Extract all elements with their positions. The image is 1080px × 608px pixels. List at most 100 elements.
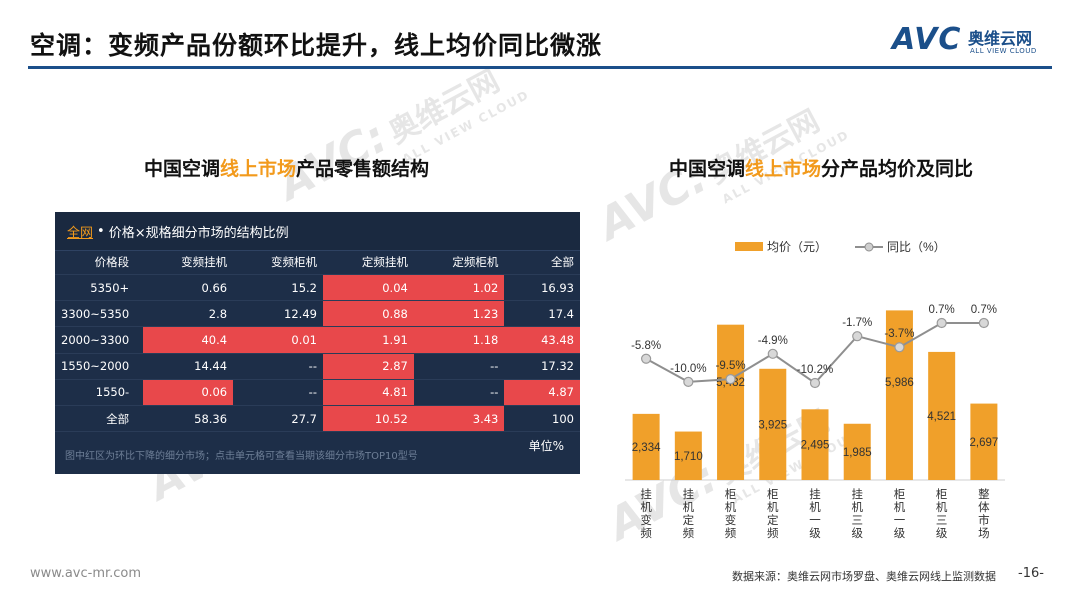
x-tick-label: 机 xyxy=(640,500,652,514)
table-cell[interactable]: -- xyxy=(233,379,323,406)
bar xyxy=(801,409,829,480)
table-unit: 单位% xyxy=(528,439,564,453)
bar-data-label: 2,334 xyxy=(632,442,661,454)
x-tick-label: 机 xyxy=(683,500,695,514)
bar-data-label: 1,710 xyxy=(674,451,703,463)
table-cell[interactable]: 2.87 xyxy=(322,353,414,380)
x-tick-label: 机 xyxy=(936,500,948,514)
table-cell[interactable]: 14.44 xyxy=(143,353,234,380)
row-label: 5350+ xyxy=(55,274,144,302)
table-cell[interactable]: 1.18 xyxy=(413,326,505,354)
table-cell[interactable]: 27.7 xyxy=(233,405,323,433)
table-cell[interactable]: 0.04 xyxy=(322,274,414,302)
table-cell[interactable]: 3.43 xyxy=(413,405,505,433)
table-cell[interactable]: 0.88 xyxy=(322,300,414,328)
yoy-data-label: -9.5% xyxy=(716,360,746,372)
x-tick-label: 整 xyxy=(978,487,990,501)
table-cell[interactable]: 17.32 xyxy=(504,353,580,380)
bar-data-label: 2,697 xyxy=(969,437,998,449)
table-row: 1550- 0.06 -- 4.81 -- 4.87 xyxy=(55,379,580,406)
table-cell[interactable]: 1.23 xyxy=(413,300,505,328)
x-tick-label: 挂 xyxy=(809,487,821,501)
table-cell[interactable]: 0.01 xyxy=(233,326,323,354)
logo-cn: 奥维云网 xyxy=(968,29,1033,48)
yoy-data-label: -10.2% xyxy=(797,364,833,376)
column-header: 变频挂机 xyxy=(143,250,234,275)
bar-data-label: 4,521 xyxy=(927,411,956,423)
bar-data-label: 5,986 xyxy=(885,377,914,389)
row-label: 2000~3300 xyxy=(55,326,144,354)
table-cell[interactable]: -- xyxy=(413,379,505,406)
table-cell[interactable]: 43.48 xyxy=(504,326,580,354)
table-cell[interactable]: 1.02 xyxy=(413,274,505,302)
legend-label-bar: 均价（元） xyxy=(767,240,827,254)
x-tick-label: 频 xyxy=(767,526,779,540)
scope-link[interactable]: 全网 xyxy=(67,225,94,241)
table-cell[interactable]: 17.4 xyxy=(504,300,580,328)
x-tick-label: 柜 xyxy=(767,487,779,501)
table-row: 2000~3300 40.4 0.01 1.91 1.18 43.48 xyxy=(55,326,580,354)
x-tick-label: 三 xyxy=(936,513,948,527)
bar xyxy=(928,351,956,480)
bar xyxy=(759,368,787,480)
table-cell[interactable]: 2.8 xyxy=(143,300,234,328)
column-header: 全部 xyxy=(504,250,580,275)
scope-description: 价格×规格细分市场的结构比例 xyxy=(108,225,289,241)
yoy-data-label: -10.0% xyxy=(670,363,706,375)
left-panel-title: 中国空调线上市场产品零售额结构 xyxy=(144,158,430,180)
x-tick-label: 一 xyxy=(809,513,821,527)
x-tick-label: 级 xyxy=(809,526,821,540)
table-cell[interactable]: 40.4 xyxy=(143,326,234,354)
yoy-data-label: 0.7% xyxy=(929,304,955,316)
x-tick-label: 市 xyxy=(978,513,990,527)
bar xyxy=(970,403,998,480)
x-tick-label: 定 xyxy=(767,513,779,527)
row-label: 1550~2000 xyxy=(55,353,144,380)
yoy-point xyxy=(936,317,947,329)
table-cell[interactable]: 16.93 xyxy=(504,274,580,302)
yoy-point xyxy=(683,376,694,387)
table-cell[interactable]: 100 xyxy=(504,405,580,433)
yoy-data-label: -5.8% xyxy=(631,340,661,352)
table-cell[interactable]: 0.06 xyxy=(143,379,234,406)
logo-mark: AVC xyxy=(892,22,962,57)
yoy-point xyxy=(894,342,905,353)
column-header: 定频柜机 xyxy=(413,250,505,275)
x-tick-label: 机 xyxy=(767,500,779,514)
x-tick-label: 频 xyxy=(683,526,695,540)
table-header-row: 价格段 变频挂机 变频柜机 定频挂机 定频柜机 全部 xyxy=(55,250,580,275)
table-cell[interactable]: -- xyxy=(413,353,505,380)
yoy-point xyxy=(767,348,778,359)
table-cell[interactable]: 1.91 xyxy=(322,326,414,354)
yoy-point xyxy=(725,374,736,385)
page-title: 空调：变频产品份额环比提升，线上均价同比微涨 xyxy=(30,31,603,60)
x-tick-label: 机 xyxy=(725,500,737,514)
row-label: 1550- xyxy=(55,379,144,406)
x-tick-label: 变 xyxy=(640,513,652,527)
x-tick-label: 柜 xyxy=(894,487,906,501)
structure-grid: 价格段 变频挂机 变频柜机 定频挂机 定频柜机 全部 5350+ 0.66 15.2 0.04 1… xyxy=(55,250,580,433)
market-structure-table: 全网 • 价格×规格细分市场的结构比例 价格段 变频挂机 变频柜机 定频挂机 定频柜机全… xyxy=(55,212,580,474)
table-cell[interactable]: 12.49 xyxy=(233,300,323,328)
logo-en: ALL VIEW CLOUD xyxy=(970,47,1037,55)
scope-separator: • xyxy=(97,223,105,239)
table-cell[interactable]: 15.2 xyxy=(233,274,323,302)
yoy-point xyxy=(978,317,989,329)
table-cell[interactable]: 4.87 xyxy=(504,379,580,406)
right-panel-title: 中国空调线上市场分产品均价及同比 xyxy=(669,158,974,180)
page-number: -16- xyxy=(1018,566,1044,581)
row-label: 3300~5350 xyxy=(55,300,144,328)
legend-marker-line xyxy=(864,242,874,252)
title-divider xyxy=(28,66,1052,69)
column-header: 变频柜机 xyxy=(233,250,323,275)
table-cell[interactable]: 0.66 xyxy=(143,274,234,302)
bar xyxy=(843,423,871,480)
table-cell[interactable]: 4.81 xyxy=(322,379,414,406)
table-note: 图中红区为环比下降的细分市场；点击单元格可查看当期该细分市场TOP10型号 xyxy=(65,451,418,462)
yoy-point xyxy=(641,353,652,364)
table-cell[interactable]: 10.52 xyxy=(322,405,414,433)
x-tick-label: 级 xyxy=(851,526,863,540)
table-cell[interactable]: 58.36 xyxy=(143,405,234,433)
table-cell[interactable]: -- xyxy=(233,353,323,380)
